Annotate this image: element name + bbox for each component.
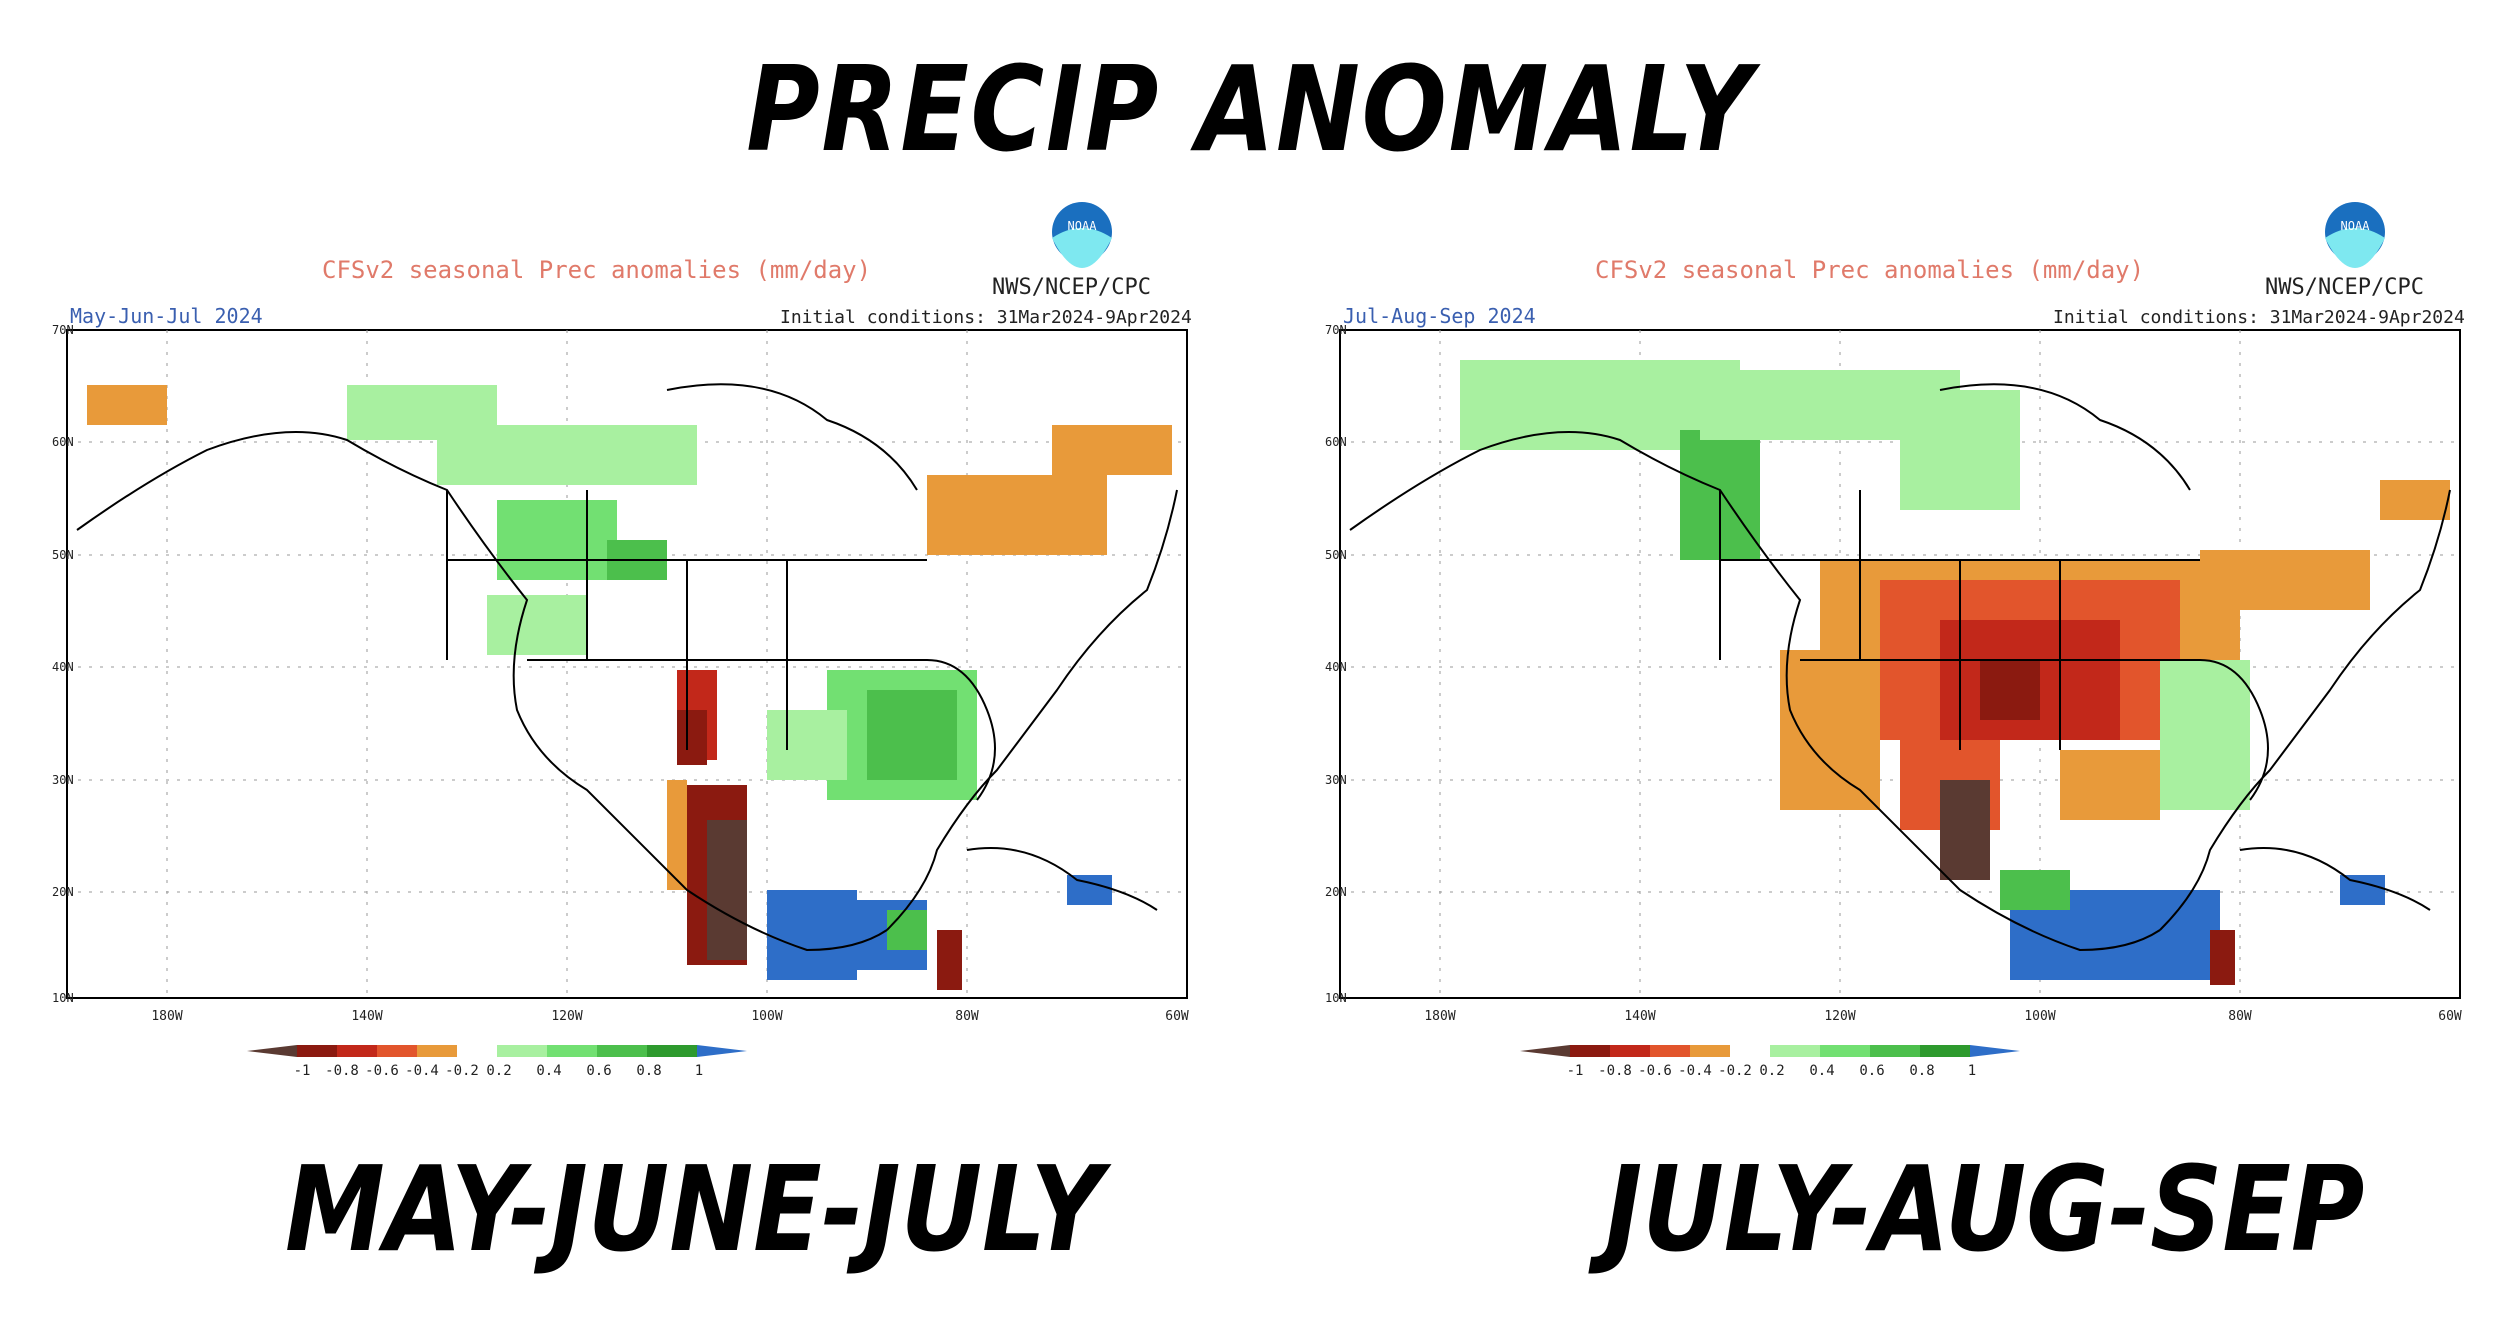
legend-label: 0.2 <box>486 1063 511 1079</box>
lon-label: 180W <box>151 1009 182 1024</box>
agency-label: NWS/NCEP/CPC <box>992 275 1151 300</box>
legend-label: 0.8 <box>636 1063 661 1079</box>
legend-swatch <box>1520 1045 1570 1057</box>
init-label: Initial conditions: 31Mar2024-9Apr2024 <box>2053 307 2465 328</box>
period-label: Jul-Aug-Sep 2024 <box>1343 304 1536 328</box>
legend-swatch <box>1690 1045 1730 1057</box>
lat-label: 70N <box>1325 323 1347 337</box>
legend-swatch <box>377 1045 417 1057</box>
legend-label: -0.4 <box>1678 1063 1712 1079</box>
legend-label: -0.2 <box>1718 1063 1752 1079</box>
legend-swatch <box>1970 1045 2020 1057</box>
legend-swatch <box>1920 1045 1970 1057</box>
lat-label: 30N <box>52 773 74 787</box>
legend-swatch <box>697 1045 747 1057</box>
init-label: Initial conditions: 31Mar2024-9Apr2024 <box>780 307 1192 328</box>
lon-label: 140W <box>351 1009 382 1024</box>
legend-swatch <box>247 1045 297 1057</box>
lon-label: 120W <box>551 1009 582 1024</box>
color-legend: -1 -0.8 -0.6 -0.4 -0.2 0.2 0.4 0.6 0.8 1 <box>1520 1045 2020 1079</box>
legend-label: 1 <box>1968 1063 1976 1079</box>
legend-swatch <box>297 1045 337 1057</box>
legend-swatch <box>337 1045 377 1057</box>
map-area <box>66 329 1188 999</box>
map-panel-jas: CFSv2 seasonal Prec anomalies (mm/day) N… <box>1325 190 2500 1090</box>
lon-label: 180W <box>1424 1009 1455 1024</box>
legend-swatch <box>1870 1045 1920 1057</box>
noaa-logo: NOAA <box>1052 202 1112 268</box>
lat-label: 60N <box>52 435 74 449</box>
season-label-jas: JULY-AUG-SEP <box>1605 1140 2365 1278</box>
legend-swatch <box>1610 1045 1650 1057</box>
legend-label: 0.2 <box>1759 1063 1784 1079</box>
anomaly-field <box>1460 360 2450 985</box>
lon-labels: 180W 140W 120W 100W 80W 60W <box>151 1009 1189 1024</box>
legend-label: 0.6 <box>1859 1063 1884 1079</box>
season-label-mjj: MAY-JUNE-JULY <box>285 1140 1103 1278</box>
lon-label: 60W <box>2438 1009 2462 1024</box>
legend-label: 0.6 <box>586 1063 611 1079</box>
lat-label: 40N <box>1325 660 1347 674</box>
legend-swatch <box>647 1045 697 1057</box>
lon-label: 140W <box>1624 1009 1655 1024</box>
legend-swatch <box>1650 1045 1690 1057</box>
lat-label: 70N <box>52 323 74 337</box>
lon-label: 80W <box>2228 1009 2252 1024</box>
noaa-logo-text: NOAA <box>2341 219 2371 233</box>
legend-swatch <box>417 1045 457 1057</box>
map-panel-mjj: CFSv2 seasonal Prec anomalies (mm/day) N… <box>52 190 1252 1090</box>
legend-label: -0.8 <box>325 1063 359 1079</box>
coastlines <box>76 383 1178 952</box>
noaa-logo: NOAA <box>2325 202 2385 268</box>
coastlines <box>1349 383 2451 952</box>
lon-label: 60W <box>1165 1009 1189 1024</box>
legend-label: -0.6 <box>1638 1063 1672 1079</box>
legend-label: -1 <box>1567 1063 1584 1079</box>
legend-label: -0.8 <box>1598 1063 1632 1079</box>
map-figure-mjj: CFSv2 seasonal Prec anomalies (mm/day) N… <box>52 202 1192 1079</box>
headline: PRECIP ANOMALY <box>746 40 1754 178</box>
legend-swatch <box>547 1045 597 1057</box>
lon-label: 100W <box>2024 1009 2055 1024</box>
map-title: CFSv2 seasonal Prec anomalies (mm/day) <box>1595 256 2144 284</box>
noaa-logo-text: NOAA <box>1068 219 1098 233</box>
legend-swatch <box>1820 1045 1870 1057</box>
legend-label: 0.4 <box>536 1063 561 1079</box>
lon-label: 120W <box>1824 1009 1855 1024</box>
lon-label: 80W <box>955 1009 979 1024</box>
legend-swatch <box>1570 1045 1610 1057</box>
lat-label: 50N <box>52 548 74 562</box>
legend-label: -0.4 <box>405 1063 439 1079</box>
legend-label: -1 <box>294 1063 311 1079</box>
legend-label: 0.8 <box>1909 1063 1934 1079</box>
lat-labels: 70N 60N 50N 40N 30N 20N 10N <box>52 323 74 1005</box>
lat-label: 50N <box>1325 548 1347 562</box>
lat-labels: 70N 60N 50N 40N 30N 20N 10N <box>1325 323 1347 1005</box>
lat-label: 30N <box>1325 773 1347 787</box>
legend-label: -0.2 <box>445 1063 479 1079</box>
lat-label: 60N <box>1325 435 1347 449</box>
period-label: May-Jun-Jul 2024 <box>70 304 263 328</box>
legend-swatch <box>497 1045 547 1057</box>
lat-label: 20N <box>52 885 74 899</box>
lat-label: 40N <box>52 660 74 674</box>
legend-label: 1 <box>695 1063 703 1079</box>
legend-swatch <box>597 1045 647 1057</box>
lat-label: 10N <box>52 991 74 1005</box>
agency-label: NWS/NCEP/CPC <box>2265 275 2424 300</box>
lat-label: 20N <box>1325 885 1347 899</box>
lon-label: 100W <box>751 1009 782 1024</box>
legend-swatch <box>1770 1045 1820 1057</box>
lon-labels: 180W 140W 120W 100W 80W 60W <box>1424 1009 2462 1024</box>
legend-label: -0.6 <box>365 1063 399 1079</box>
map-area <box>1339 329 2461 999</box>
map-figure-jas: CFSv2 seasonal Prec anomalies (mm/day) N… <box>1325 202 2465 1079</box>
color-legend: -1 -0.8 -0.6 -0.4 -0.2 0.2 0.4 0.6 0.8 1 <box>247 1045 747 1079</box>
legend-label: 0.4 <box>1809 1063 1834 1079</box>
lat-label: 10N <box>1325 991 1347 1005</box>
map-title: CFSv2 seasonal Prec anomalies (mm/day) <box>322 256 871 284</box>
anomaly-field <box>87 385 1172 990</box>
